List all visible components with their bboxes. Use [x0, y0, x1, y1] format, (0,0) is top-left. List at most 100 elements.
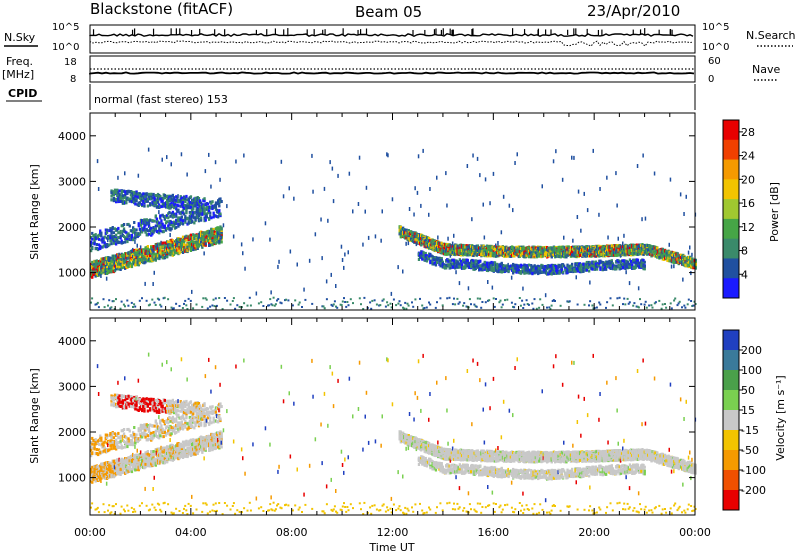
power-cell: [97, 247, 101, 251]
power-cell: [130, 233, 134, 237]
power-cell: [203, 239, 206, 243]
power-cell: [91, 274, 94, 278]
power-cell: [181, 201, 185, 204]
power-cell: [112, 190, 115, 194]
power-cell: [146, 229, 149, 233]
power-cell: [440, 261, 443, 265]
power-cell: [173, 226, 177, 230]
power-cell: [137, 192, 140, 196]
power-cell: [203, 210, 206, 213]
power-cell: [110, 230, 113, 234]
power-cell: [395, 304, 398, 307]
power-cell: [113, 260, 116, 265]
power-cell: [485, 244, 489, 248]
power-cell: [424, 245, 427, 249]
power-cell: [566, 267, 569, 271]
power-cell: [525, 271, 528, 275]
power-cell: [389, 302, 392, 305]
power-cell: [117, 260, 120, 263]
power-cell: [97, 233, 101, 237]
power-cell: [363, 296, 366, 299]
power-cell: [118, 193, 121, 197]
power-cell: [465, 305, 468, 308]
power-cell: [149, 254, 152, 257]
power-cell: [170, 247, 173, 251]
power-cell: [130, 192, 134, 196]
power-cell: [143, 225, 146, 229]
power-cell: [170, 245, 173, 249]
power-cell: [471, 261, 474, 265]
power-cell: [163, 202, 166, 206]
power-cell: [144, 219, 147, 223]
power-cell: [428, 257, 431, 261]
power-cell: [484, 301, 487, 304]
power-cell: [490, 244, 493, 248]
power-cell: [185, 209, 188, 213]
power-cell: [524, 251, 527, 255]
power-cell: [124, 260, 127, 263]
power-cell: [501, 303, 504, 306]
power-cell: [158, 227, 161, 231]
power-cell: [467, 245, 470, 249]
power-cell: [180, 243, 183, 247]
power-cell: [192, 213, 195, 217]
power-cell: [110, 265, 113, 269]
power-cell: [559, 250, 562, 254]
power-cell: [170, 227, 173, 231]
power-cell: [549, 249, 552, 253]
power-cell: [369, 301, 372, 304]
power-cell: [509, 255, 512, 258]
power-cell: [428, 212, 430, 217]
power-cell: [441, 304, 444, 307]
power-cell: [552, 266, 556, 270]
power-cell: [100, 271, 103, 275]
power-cell: [557, 249, 560, 253]
power-cell: [189, 246, 193, 250]
power-cell: [156, 230, 160, 234]
power-cell: [91, 269, 94, 273]
power-cell: [436, 261, 439, 264]
power-cell: [189, 212, 193, 216]
power-cell: [186, 198, 189, 202]
power-cell: [424, 254, 427, 257]
power-cell: [566, 263, 569, 267]
power-cell: [536, 248, 540, 252]
power-cell: [282, 194, 285, 199]
power-cell: [175, 302, 178, 305]
power-cell: [219, 225, 222, 229]
power-cell: [180, 196, 183, 200]
power-cell: [143, 254, 146, 258]
power-cell: [144, 252, 147, 256]
power-cell: [124, 236, 127, 240]
power-cell: [347, 250, 349, 255]
power-cell: [437, 240, 440, 244]
power-cell: [145, 299, 148, 302]
power-cell: [577, 189, 580, 194]
power-cell: [457, 253, 460, 256]
power-cell: [214, 160, 217, 165]
power-cell: [289, 249, 292, 254]
power-cell: [214, 205, 218, 209]
power-cell: [146, 233, 149, 237]
power-cell: [390, 306, 393, 309]
power-cell: [522, 286, 524, 291]
power-cell: [526, 303, 529, 305]
power-cell: [104, 257, 107, 261]
power-cell: [192, 207, 195, 211]
power-cell: [203, 199, 206, 203]
power-cell: [431, 247, 434, 251]
power-cell: [134, 258, 137, 261]
power-cell: [170, 212, 173, 216]
nave-right-tick-bottom: 0: [708, 74, 714, 85]
power-cell: [115, 242, 118, 246]
power-cell: [404, 228, 407, 232]
power-cell: [170, 223, 173, 226]
power-cell: [181, 209, 185, 213]
power-cell: [196, 197, 199, 201]
power-cell: [203, 251, 205, 256]
freq-left-tick-top: 18: [64, 57, 77, 68]
power-cell: [200, 216, 203, 220]
power-cell: [246, 304, 249, 307]
power-cell: [510, 275, 513, 280]
power-cell: [135, 228, 138, 232]
